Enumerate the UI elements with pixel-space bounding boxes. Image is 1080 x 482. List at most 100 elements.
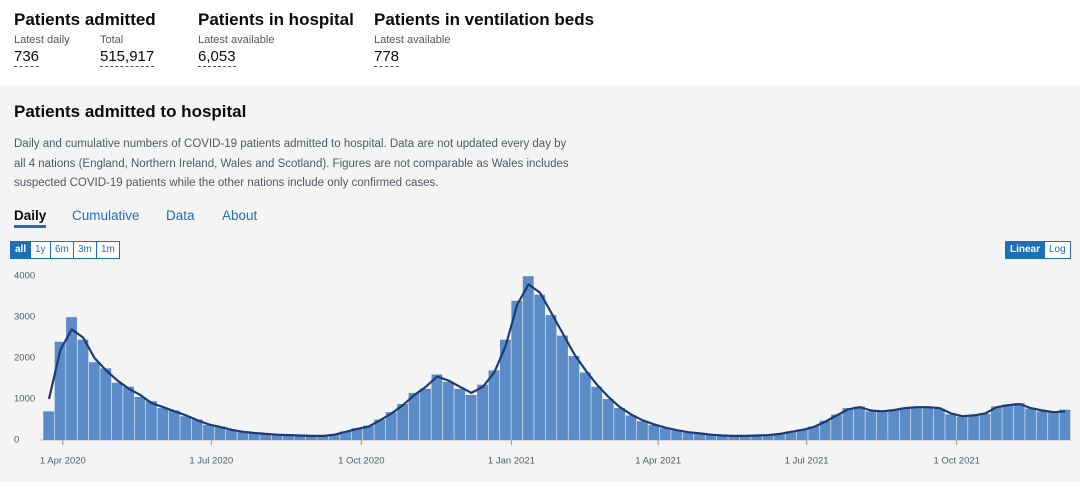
bar bbox=[328, 434, 340, 440]
bar bbox=[579, 372, 591, 440]
stat-value[interactable]: 778 bbox=[374, 48, 400, 67]
bar bbox=[728, 436, 740, 440]
bar bbox=[54, 341, 66, 440]
range-button[interactable]: 1y bbox=[30, 241, 51, 259]
bar bbox=[876, 411, 888, 440]
scale-button[interactable]: Log bbox=[1044, 241, 1071, 259]
description-line: suspected COVID-19 patients while the ot… bbox=[14, 177, 439, 189]
range-button[interactable]: all bbox=[10, 241, 32, 259]
stat-value[interactable]: 736 bbox=[14, 48, 40, 67]
bar bbox=[237, 431, 249, 440]
bar bbox=[1025, 408, 1037, 440]
bar bbox=[522, 276, 534, 440]
stat-label: Latest available bbox=[374, 34, 451, 46]
tab[interactable]: Data bbox=[166, 208, 195, 223]
bar bbox=[100, 368, 112, 440]
bar bbox=[340, 431, 351, 440]
y-tick-label: 3000 bbox=[14, 312, 35, 323]
range-button[interactable]: 3m bbox=[73, 241, 97, 259]
stat-title: Patients admitted bbox=[14, 10, 156, 29]
description-line: Daily and cumulative numbers of COVID-19… bbox=[14, 138, 567, 150]
bar bbox=[283, 435, 294, 440]
description-line: all 4 nations (England, Northern Ireland… bbox=[14, 157, 569, 170]
description: Daily and cumulative numbers of COVID-19… bbox=[14, 135, 569, 194]
y-tick-label: 4000 bbox=[14, 271, 35, 282]
bar bbox=[420, 388, 431, 440]
bar bbox=[477, 384, 488, 440]
bar bbox=[271, 434, 283, 440]
bar bbox=[431, 374, 443, 440]
scale-button[interactable]: Linear bbox=[1005, 241, 1046, 259]
bar bbox=[294, 435, 306, 440]
bar bbox=[385, 412, 397, 440]
x-tick-label: 1 Oct 2021 bbox=[933, 456, 979, 467]
bar bbox=[123, 386, 135, 440]
bar bbox=[648, 424, 660, 440]
bar bbox=[168, 410, 180, 440]
x-tick-label: 1 Jan 2021 bbox=[488, 456, 535, 467]
tab[interactable]: Daily bbox=[14, 208, 47, 228]
bar bbox=[88, 362, 100, 440]
bar bbox=[214, 426, 226, 440]
bar bbox=[317, 435, 329, 440]
bar bbox=[191, 419, 203, 440]
bar bbox=[591, 386, 603, 440]
bar bbox=[1059, 409, 1071, 440]
bar bbox=[374, 419, 386, 440]
bar bbox=[1036, 411, 1048, 440]
bar bbox=[979, 413, 991, 440]
bar bbox=[659, 428, 671, 440]
stat-label: Latest available bbox=[198, 34, 275, 46]
bar bbox=[66, 317, 77, 440]
bar bbox=[990, 406, 1002, 440]
bar bbox=[305, 435, 317, 440]
bar bbox=[442, 381, 454, 440]
bar bbox=[1002, 404, 1014, 440]
y-tick-label: 2000 bbox=[14, 353, 35, 364]
bar bbox=[945, 414, 957, 440]
average-line bbox=[47, 283, 1066, 437]
bar bbox=[111, 382, 123, 440]
bar bbox=[853, 406, 865, 440]
bar bbox=[774, 433, 785, 440]
bar bbox=[203, 424, 214, 440]
card: Patients admitted to hospital Daily and … bbox=[0, 85, 1080, 482]
tab[interactable]: About bbox=[222, 208, 258, 223]
stat-label: Latest daily bbox=[14, 34, 70, 46]
bar bbox=[568, 356, 580, 440]
bar bbox=[557, 335, 568, 440]
stat-value[interactable]: 515,917 bbox=[100, 48, 155, 67]
range-button[interactable]: 6m bbox=[50, 241, 74, 259]
bar bbox=[716, 435, 728, 440]
bar bbox=[43, 411, 55, 440]
bar bbox=[534, 294, 546, 440]
range-button[interactable]: 1m bbox=[96, 241, 120, 259]
stat-title: Patients in ventilation beds bbox=[374, 10, 595, 29]
bar bbox=[968, 415, 979, 440]
bar bbox=[351, 428, 363, 440]
stat-value[interactable]: 6,053 bbox=[198, 48, 236, 67]
bar bbox=[682, 432, 694, 440]
chart: 0 1000 2000 3000 4000 1 Apr 2020 1 Jul 2020 1 O… bbox=[14, 271, 1071, 467]
bar bbox=[831, 414, 842, 440]
x-tick-label: 1 Apr 2020 bbox=[40, 456, 86, 467]
bar bbox=[157, 408, 169, 440]
bar bbox=[762, 434, 774, 440]
tab[interactable]: Cumulative bbox=[72, 208, 140, 223]
bar bbox=[671, 430, 683, 440]
bar bbox=[694, 433, 705, 440]
bar bbox=[796, 429, 808, 440]
bar bbox=[408, 392, 420, 440]
bar bbox=[842, 408, 854, 440]
stat-label: Total bbox=[100, 34, 124, 46]
card-title: Patients admitted to hospital bbox=[14, 102, 247, 121]
bar bbox=[933, 408, 945, 440]
bar bbox=[705, 434, 717, 440]
bar bbox=[739, 435, 751, 440]
bar bbox=[488, 370, 500, 440]
stat-title: Patients in hospital bbox=[198, 10, 354, 29]
bar bbox=[625, 415, 637, 440]
bar bbox=[454, 388, 466, 440]
bar bbox=[397, 403, 409, 440]
